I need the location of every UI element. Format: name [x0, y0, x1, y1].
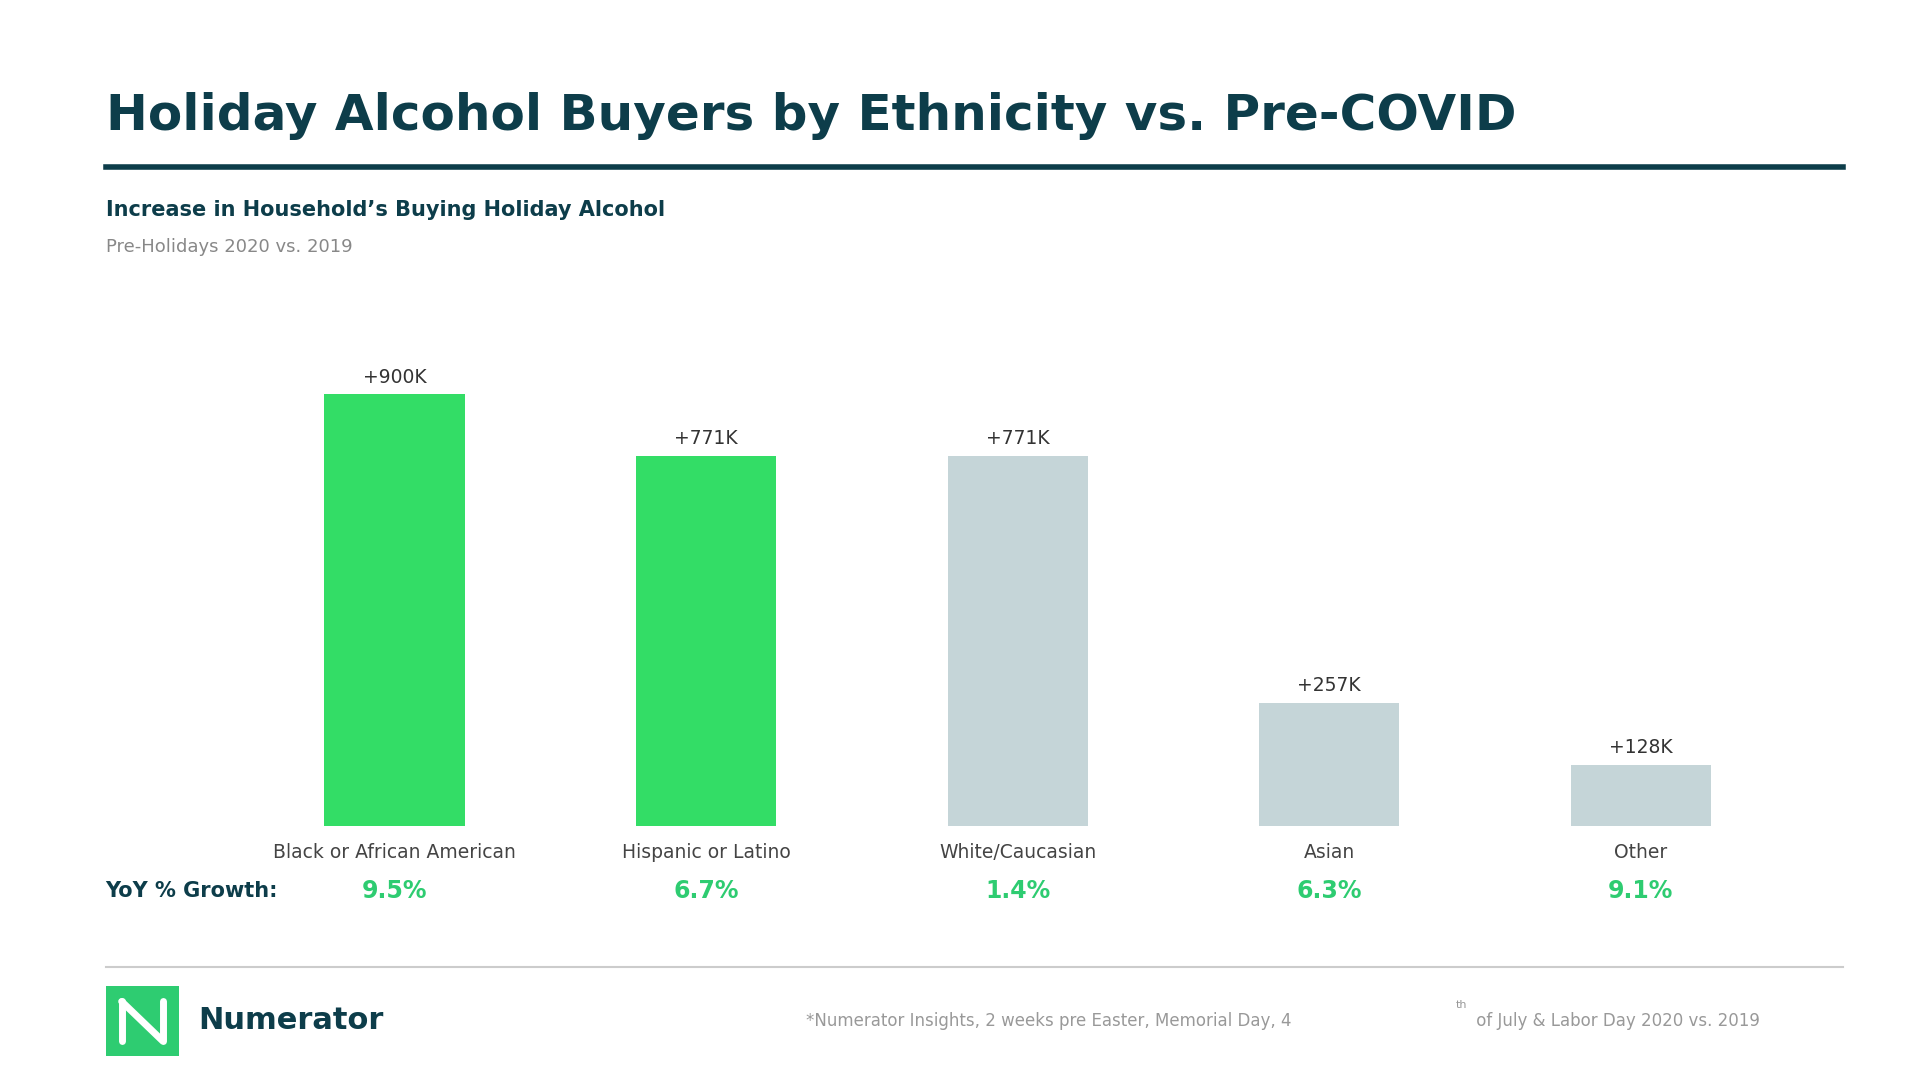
Text: th: th: [1455, 1000, 1467, 1011]
Bar: [324, 394, 465, 826]
Text: +128K: +128K: [1609, 738, 1672, 757]
Text: +257K: +257K: [1298, 676, 1361, 696]
Text: Holiday Alcohol Buyers by Ethnicity vs. Pre-COVID: Holiday Alcohol Buyers by Ethnicity vs. …: [106, 92, 1517, 139]
Bar: [1260, 703, 1400, 826]
Text: 1.4%: 1.4%: [985, 879, 1050, 903]
Text: *Numerator Insights, 2 weeks pre Easter, Memorial Day, 4: *Numerator Insights, 2 weeks pre Easter,…: [806, 1012, 1292, 1029]
Text: 9.1%: 9.1%: [1609, 879, 1674, 903]
Text: +900K: +900K: [363, 367, 426, 387]
Text: Increase in Household’s Buying Holiday Alcohol: Increase in Household’s Buying Holiday A…: [106, 200, 664, 220]
Bar: [1571, 765, 1711, 826]
Text: Pre-Holidays 2020 vs. 2019: Pre-Holidays 2020 vs. 2019: [106, 238, 351, 256]
Bar: [947, 456, 1089, 826]
Text: YoY % Growth:: YoY % Growth:: [106, 881, 278, 901]
Text: +771K: +771K: [985, 430, 1050, 448]
Text: 9.5%: 9.5%: [361, 879, 428, 903]
FancyBboxPatch shape: [98, 981, 186, 1062]
Text: Numerator: Numerator: [198, 1007, 384, 1035]
Text: +771K: +771K: [674, 430, 737, 448]
Text: 6.7%: 6.7%: [674, 879, 739, 903]
Text: of July & Labor Day 2020 vs. 2019: of July & Labor Day 2020 vs. 2019: [1471, 1012, 1759, 1029]
Text: 6.3%: 6.3%: [1296, 879, 1361, 903]
Bar: [636, 456, 776, 826]
